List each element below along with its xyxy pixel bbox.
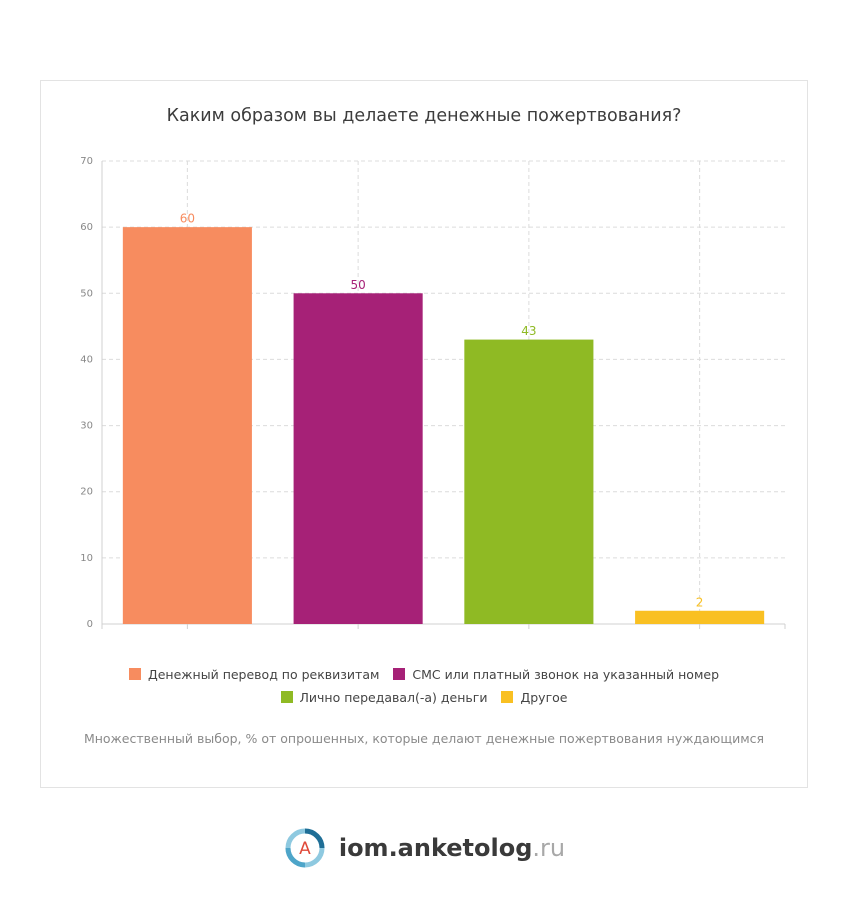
logo-icon: A: [285, 828, 325, 868]
logo-letter: A: [299, 839, 311, 859]
legend-swatch: [128, 668, 141, 680]
y-tick-label: 70: [80, 156, 93, 167]
value-label: 60: [180, 212, 195, 226]
legend-item: Денежный перевод по реквизитам: [128, 666, 380, 682]
legend: Денежный перевод по реквизитам СМС или пл…: [124, 666, 724, 705]
legend-swatch: [393, 668, 406, 680]
bar: [635, 610, 765, 624]
chart-title: Каким образом вы делаете денежные пожерт…: [167, 106, 682, 126]
y-tick-label: 0: [87, 619, 93, 630]
legend-item: Лично передавал(-а) деньги: [280, 689, 488, 705]
value-label: 2: [696, 595, 704, 609]
y-tick-label: 20: [80, 487, 93, 498]
legend-label: СМС или платный звонок на указанный номе…: [412, 666, 720, 682]
y-tick-label: 10: [80, 553, 93, 564]
legend-label: Денежный перевод по реквизитам: [147, 666, 380, 682]
legend-swatch: [501, 691, 514, 703]
y-tick-label: 30: [80, 421, 93, 432]
value-label: 43: [521, 324, 536, 338]
legend-item: Другое: [501, 689, 568, 705]
logo: A iom.anketolog.ru: [0, 826, 848, 870]
bar: [122, 227, 252, 624]
chart-note: Множественный выбор, % от опрошенных, ко…: [83, 731, 765, 746]
y-tick-label: 50: [80, 288, 93, 299]
logo-name: iom.anketolog: [338, 834, 533, 862]
chart: Каким образом вы делаете денежные пожерт…: [80, 106, 786, 630]
bar: [293, 293, 423, 624]
legend-item: СМС или платный звонок на указанный номе…: [393, 666, 720, 682]
logo-tld: .ru: [532, 834, 566, 862]
legend-label: Другое: [520, 689, 568, 705]
bar: [464, 339, 594, 624]
legend-swatch: [280, 691, 293, 703]
chart-card: Каким образом вы делаете денежные пожерт…: [40, 80, 808, 788]
y-tick-label: 40: [80, 354, 93, 365]
y-tick-label: 60: [80, 222, 93, 233]
value-label: 50: [350, 278, 365, 292]
legend-label: Лично передавал(-а) деньги: [299, 689, 488, 705]
